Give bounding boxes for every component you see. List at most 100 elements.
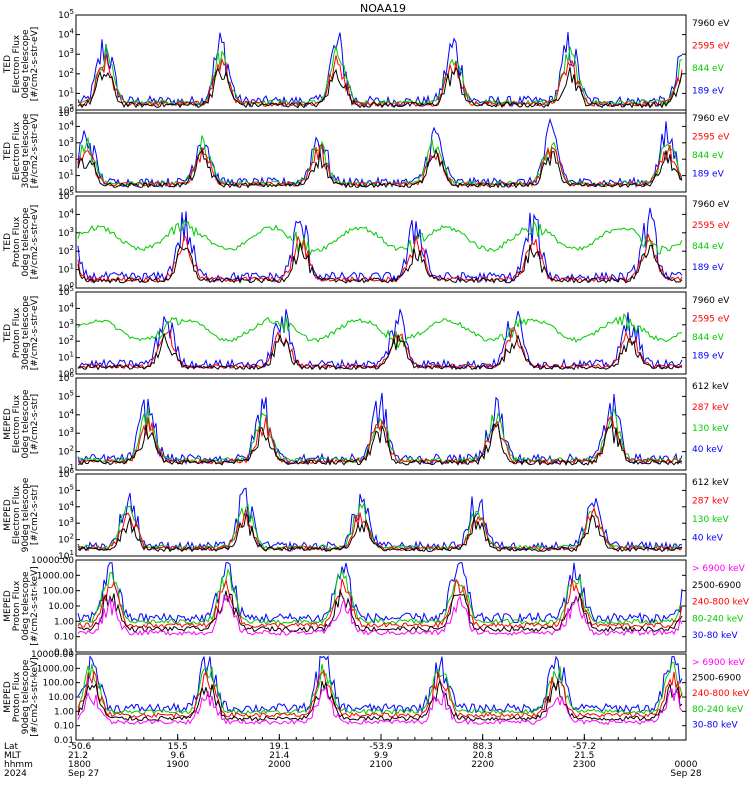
series-287-kev [77, 416, 683, 465]
legend-entry: 40 keV [692, 445, 724, 455]
y-axis-label-line: 30deg telescope [21, 113, 31, 188]
y-axis-label: MEPEDElectron Flux0deg telescope[#/cm2-s… [3, 389, 40, 459]
legend-entry: 844 eV [692, 333, 725, 343]
legend-entry: > 6900 keV [692, 564, 746, 574]
series-189-ev [77, 117, 683, 189]
x-tick-label: 9.9 [374, 751, 389, 761]
y-axis-label-line: 0deg telescope [21, 389, 31, 459]
chart-title: NOAA19 [360, 2, 406, 15]
series-844-ev [77, 218, 683, 257]
y-axis-label-line: 30deg telescope [21, 295, 31, 370]
y-tick-label: 1.00 [54, 617, 74, 627]
y-tick-label: 0.01 [54, 648, 74, 658]
y-axis-label-line: Electron Flux [12, 394, 22, 453]
y-axis-label-line: [#/cm2-s-str-keV] [30, 657, 40, 736]
y-axis-label-line: [#/cm2-s-str-eV] [30, 205, 40, 280]
series--6900-kev [77, 594, 683, 637]
y-tick-label: 10.00 [48, 693, 74, 703]
y-axis-label-line: [#/cm2-s-str-eV] [30, 27, 40, 102]
y-tick-label: 100.00 [43, 679, 75, 689]
x-tick-label: 0000 [675, 760, 698, 770]
x-tick-label: 21.5 [574, 751, 594, 761]
series-7960-ev [77, 148, 683, 189]
y-axis-label-line: MEPED [3, 590, 13, 622]
y-axis-label: MEPEDProton Flux90deg telescope[#/cm2-s-… [3, 657, 40, 736]
y-axis-label-line: 90deg telescope [21, 659, 31, 734]
y-tick-label: 10000.00 [31, 650, 74, 660]
legend-entry: 80-240 keV [692, 614, 744, 624]
y-axis-label-line: [#/cm2-s-str-eV] [30, 114, 40, 189]
y-tick-label: 0.01 [54, 736, 74, 746]
series-240-800-kev [77, 669, 683, 719]
series-2595-ev [77, 326, 683, 370]
panel-8: 0.010.101.0010.00100.001000.0010000.00ME… [3, 650, 750, 746]
y-axis-label: TEDProton Flux30deg telescope[#/cm2-s-st… [3, 295, 40, 370]
x-tick-label: 21.4 [269, 751, 289, 761]
x-tick-label: 1900 [166, 760, 189, 770]
legend-entry: 7960 eV [692, 114, 730, 124]
legend-entry: 2595 eV [692, 133, 730, 143]
x-tick-label: 2300 [573, 760, 596, 770]
x-tick-label: 2000 [268, 760, 291, 770]
legend-entry: 287 keV [692, 403, 729, 413]
legend-entry: 2500-6900 [692, 581, 741, 591]
x-row-label: Lat [4, 742, 19, 752]
x-tick-label: Sep 28 [670, 769, 702, 779]
y-axis-label-line: Proton Flux [12, 307, 22, 358]
legend-entry: 240-800 keV [692, 689, 750, 699]
legend-entry: 240-800 keV [692, 598, 750, 608]
y-axis-label-line: Proton Flux [12, 580, 22, 631]
y-axis-label-line: TED [3, 55, 13, 74]
y-axis-label-line: 0deg telescope [21, 29, 31, 99]
y-axis-label-line: [#/cm2-s-str] [30, 485, 40, 545]
legend-entry: 612 keV [692, 478, 729, 488]
legend-entry: > 6900 keV [692, 658, 746, 668]
x-tick-label: 21.2 [68, 751, 88, 761]
y-axis-label-line: 90deg telescope [21, 477, 31, 552]
y-axis-label: TEDProton Flux0deg telescope[#/cm2-s-str… [3, 205, 40, 280]
legend-entry: 7960 eV [692, 200, 730, 210]
y-tick-label: 100.00 [43, 587, 75, 597]
legend-entry: 844 eV [692, 151, 725, 161]
y-axis-label-line: TED [3, 324, 13, 343]
y-tick-label: 0.10 [54, 722, 74, 732]
legend-entry: 130 keV [692, 424, 729, 434]
legend-entry: 189 eV [692, 170, 725, 180]
series-844-ev [77, 45, 683, 107]
x-tick-label: 19.1 [269, 742, 289, 752]
legend-entry: 80-240 keV [692, 705, 744, 715]
series-130-kev [77, 408, 683, 464]
y-axis-label: MEPEDProton Flux0deg telescope[#/cm2-s-s… [3, 566, 40, 645]
y-tick-label: 10.00 [48, 602, 74, 612]
legend-entry: 189 eV [692, 263, 725, 273]
legend-entry: 844 eV [692, 64, 725, 74]
panel-frame [75, 291, 687, 375]
y-axis-label-line: TED [3, 233, 13, 252]
x-tick-label: 2100 [370, 760, 393, 770]
y-axis-label-line: [#/cm2-s-str] [30, 394, 40, 454]
y-axis-label-line: Proton Flux [12, 216, 22, 267]
x-tick-label: 88.3 [473, 742, 493, 752]
series-189-ev [77, 207, 683, 284]
y-tick-label: 1000.00 [37, 664, 74, 674]
legend-entry: 130 keV [692, 515, 729, 525]
series-80-240-kev [77, 567, 683, 625]
series-7960-ev [77, 66, 683, 109]
y-tick-label: 1000.00 [37, 571, 74, 581]
legend-entry: 287 keV [692, 497, 729, 507]
x-tick-label: -50.6 [68, 742, 92, 752]
y-axis-label-line: MEPED [3, 681, 13, 713]
legend-entry: 189 eV [692, 87, 725, 97]
panel-frame [75, 14, 687, 114]
panel-frame [75, 473, 687, 557]
legend-entry: 612 keV [692, 382, 729, 392]
legend-entry: 2595 eV [692, 221, 730, 231]
series-7960-ev [77, 333, 683, 371]
y-axis-label-line: Electron Flux [12, 121, 22, 180]
x-tick-label: 1800 [68, 760, 91, 770]
y-tick-label: 0.10 [54, 633, 74, 643]
x-tick-label: -57.2 [573, 742, 596, 752]
